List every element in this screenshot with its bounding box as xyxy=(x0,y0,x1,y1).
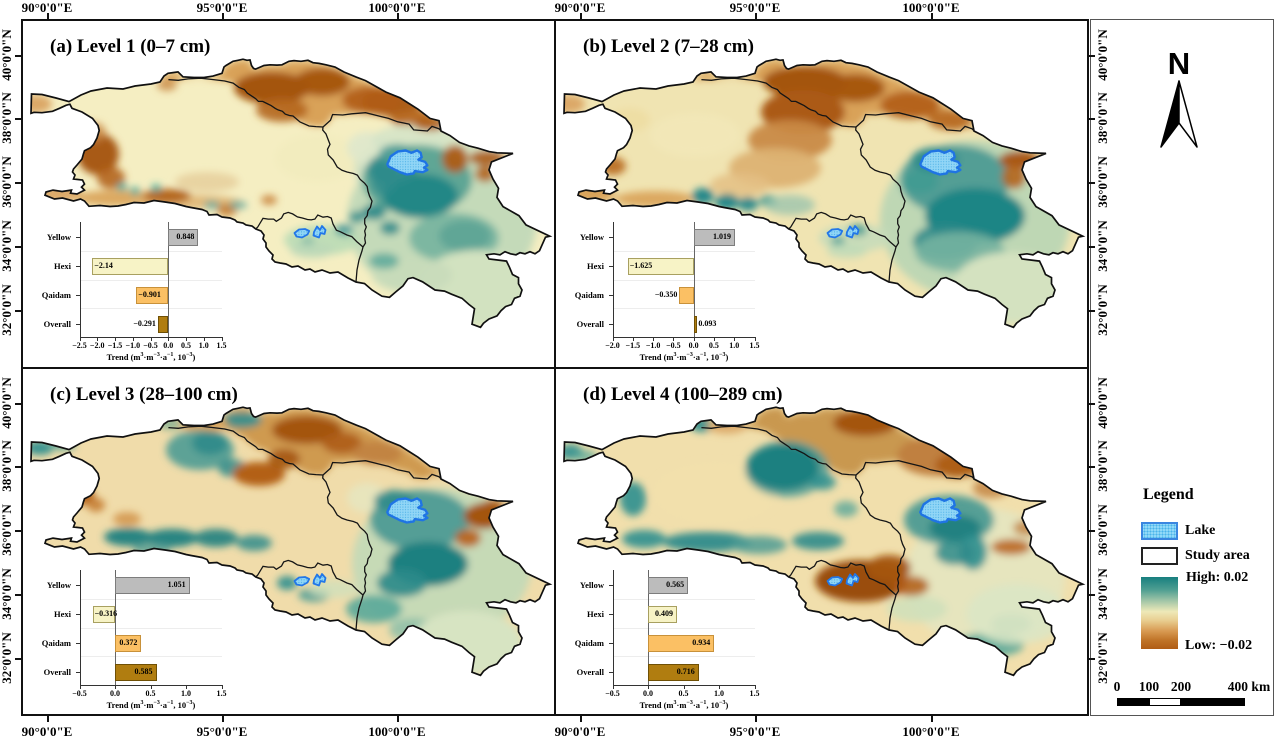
svg-text:N: N xyxy=(1168,46,1190,81)
